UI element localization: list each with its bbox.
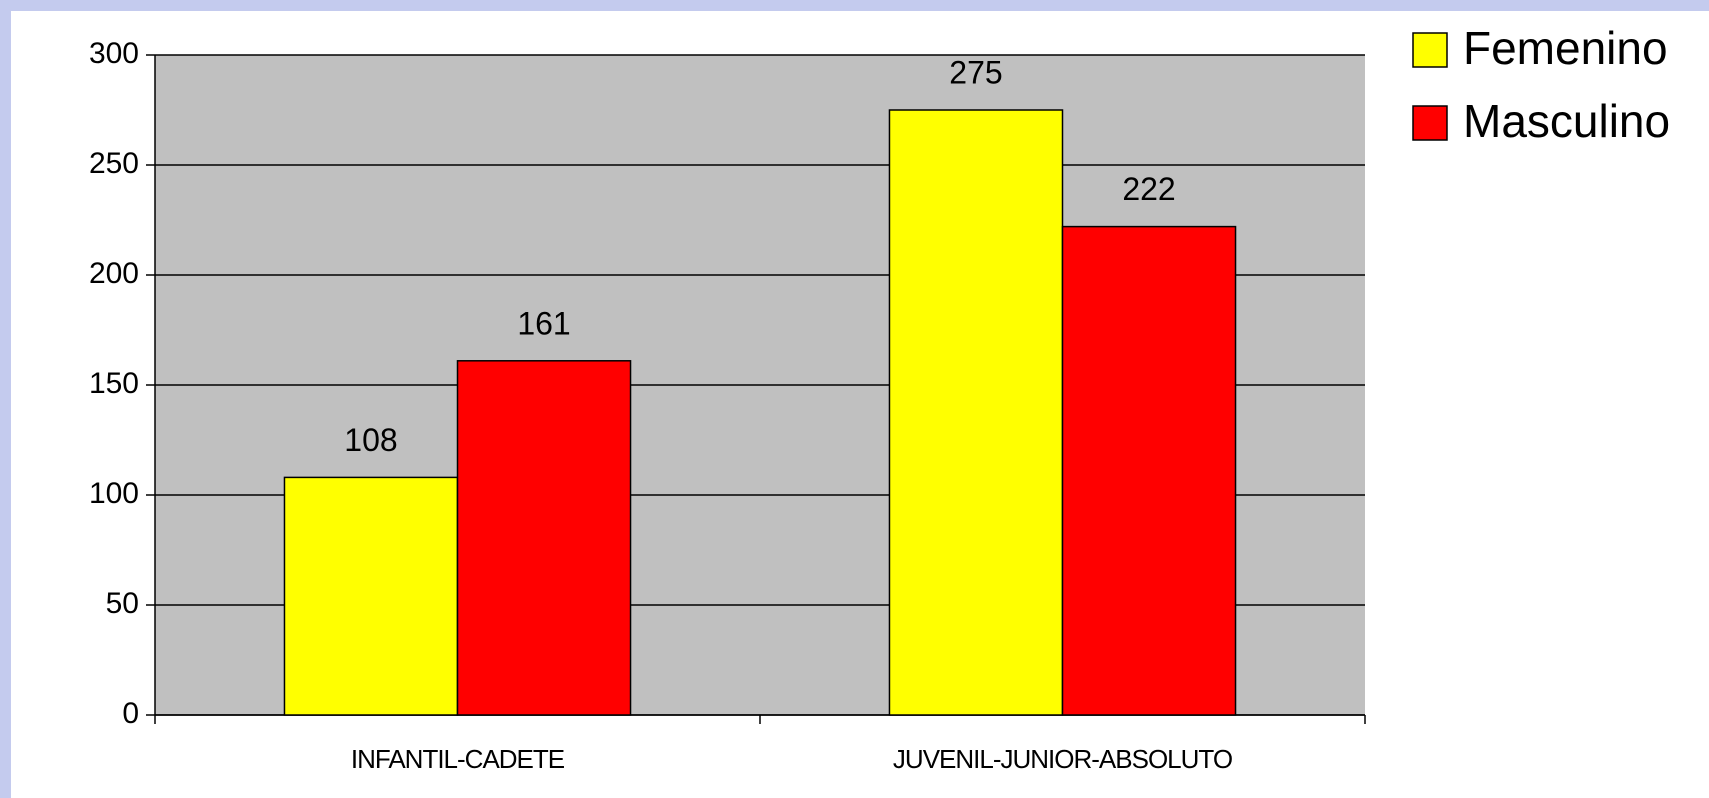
- bar: [888, 109, 1064, 716]
- y-tick-label: 150: [89, 367, 139, 400]
- y-tick-label: 200: [89, 257, 139, 290]
- data-label: 222: [1122, 171, 1175, 207]
- y-tick-label: 0: [122, 697, 139, 730]
- data-label: 161: [517, 305, 570, 341]
- x-tick-label: JUVENIL-JUNIOR-ABSOLUTO: [893, 744, 1232, 774]
- bar: [456, 360, 632, 716]
- data-label: 108: [344, 422, 397, 458]
- y-tick-label: 100: [89, 477, 139, 510]
- y-tick-label: 300: [89, 37, 139, 70]
- y-tick-label: 250: [89, 147, 139, 180]
- legend-swatch: [1412, 32, 1448, 68]
- data-label: 275: [949, 54, 1002, 90]
- y-tick-label: 50: [106, 587, 139, 620]
- bar: [1061, 225, 1237, 716]
- x-tick-label: INFANTIL-CADETE: [351, 744, 565, 774]
- legend-label: Femenino: [1463, 22, 1668, 74]
- legend-label: Masculino: [1463, 95, 1670, 147]
- bar: [283, 476, 459, 716]
- legend-swatch: [1412, 105, 1448, 141]
